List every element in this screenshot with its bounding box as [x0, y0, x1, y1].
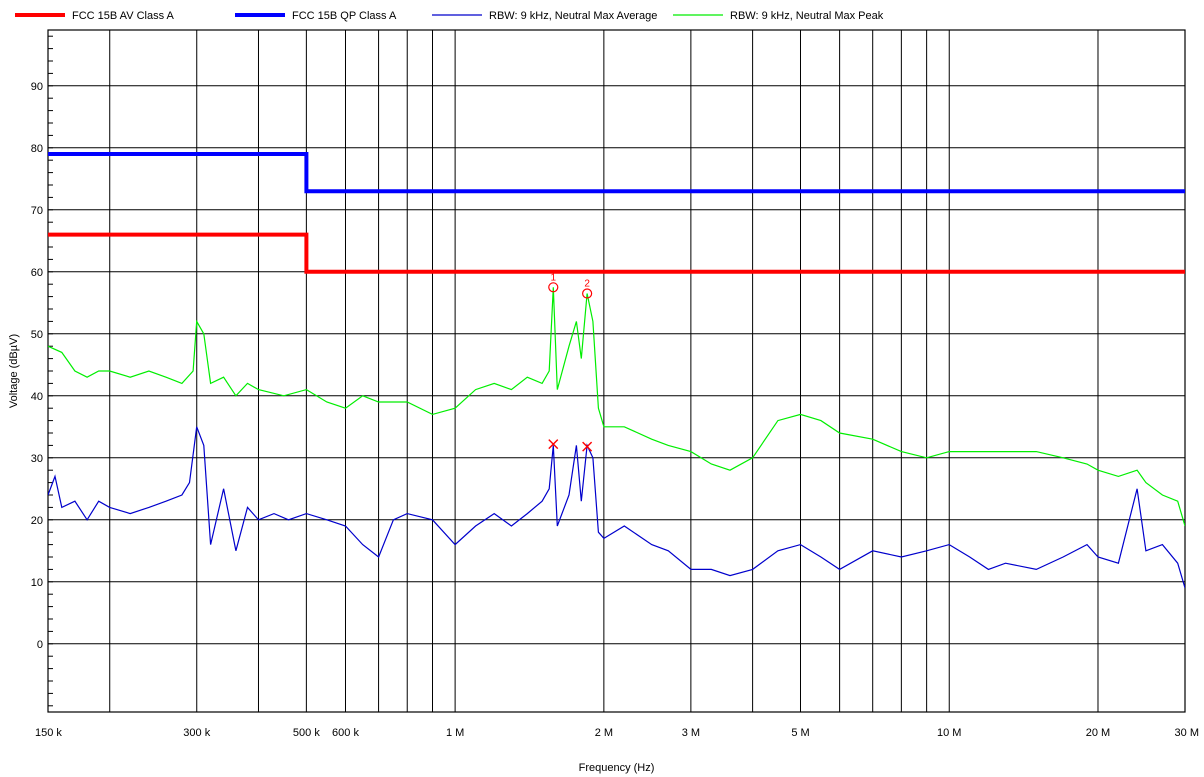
legend-label-fcc-15b-av-class-a: FCC 15B AV Class A: [72, 10, 175, 22]
y-tick-label: 80: [31, 143, 43, 155]
peak-marker-label: 1: [550, 272, 556, 283]
y-axis-title: Voltage (dBµV): [8, 334, 20, 408]
x-tick-label: 3 M: [682, 727, 700, 739]
x-tick-label: 150 k: [35, 727, 62, 739]
y-axis-ticks: 0 10 20 30 40 50 60 70 80 90: [31, 35, 53, 707]
peak-marker-label: 2: [584, 279, 590, 290]
y-tick-label: 40: [31, 391, 43, 403]
x-tick-label: 300 k: [183, 727, 210, 739]
series-line-fcc-15b-qp-class-a: [48, 152, 1185, 194]
y-tick-label: 60: [31, 267, 43, 279]
x-tick-label: 30 M: [1175, 727, 1199, 739]
y-tick-label: 10: [31, 577, 43, 589]
x-tick-label: 10 M: [937, 727, 961, 739]
series-layer: [48, 152, 1185, 589]
x-tick-label: 500 k: [293, 727, 320, 739]
x-axis-title: Frequency (Hz): [579, 762, 655, 774]
grid-lines: [47, 30, 1186, 712]
chart-legend: FCC 15B AV Class A FCC 15B QP Class A RBW:…: [15, 10, 884, 22]
legend-label-fcc-15b-qp-class-a: FCC 15B QP Class A: [292, 10, 397, 22]
cross-stroke: [582, 441, 593, 452]
x-tick-label: 600 k: [332, 727, 359, 739]
legend-label-rbw-9-khz-neutral-max-average: RBW: 9 kHz, Neutral Max Average: [489, 10, 657, 22]
peak-markers: 12: [548, 272, 593, 452]
peak-marker-circle: [582, 288, 593, 299]
legend-label-rbw-9-khz-neutral-max-peak: RBW: 9 kHz, Neutral Max Peak: [730, 10, 884, 22]
y-tick-label: 50: [31, 329, 43, 341]
series-line-fcc-15b-av-class-a: [48, 232, 1185, 274]
plot-area: [47, 29, 1186, 713]
x-tick-label: 1 M: [446, 727, 464, 739]
y-tick-label: 90: [31, 81, 43, 93]
x-axis-ticks: 150 k 300 k 500 k 600 k 1 M 2 M 3 M 5 M 10 M 20 M…: [35, 727, 1199, 739]
peak-marker-cross: [582, 441, 593, 452]
x-tick-label: 5 M: [791, 727, 809, 739]
series-line-rbw-9-khz-neutral-max-peak: [48, 287, 1185, 527]
y-tick-label: 30: [31, 453, 43, 465]
y-tick-label: 0: [37, 639, 43, 651]
y-tick-label: 20: [31, 515, 43, 527]
peak-marker-cross: [548, 439, 559, 450]
series-line-rbw-9-khz-neutral-max-average: [48, 426, 1185, 589]
peak-marker-circle: [548, 282, 559, 293]
cross-stroke: [548, 439, 559, 450]
x-tick-label: 20 M: [1086, 727, 1110, 739]
x-tick-label: 2 M: [595, 727, 613, 739]
y-tick-label: 70: [31, 205, 43, 217]
